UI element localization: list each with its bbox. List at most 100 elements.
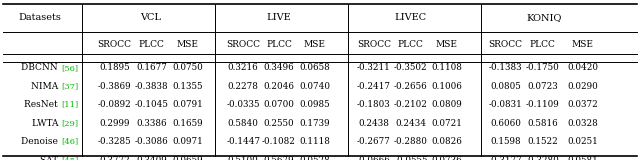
Text: -0.0666: -0.0666 (357, 156, 390, 160)
Text: 0.0700: 0.0700 (264, 100, 294, 109)
Text: -0.0335: -0.0335 (227, 100, 260, 109)
Text: MSE: MSE (436, 40, 458, 49)
Text: 0.2278: 0.2278 (228, 82, 259, 91)
Text: 0.3216: 0.3216 (228, 64, 259, 72)
Text: 0.0805: 0.0805 (490, 82, 521, 91)
Text: 0.1355: 0.1355 (172, 82, 203, 91)
Text: -0.3280: -0.3280 (526, 156, 559, 160)
Text: 0.0658: 0.0658 (300, 64, 330, 72)
Text: -0.3086: -0.3086 (135, 137, 168, 146)
Text: SAT: SAT (40, 156, 61, 160)
Text: 0.0581: 0.0581 (567, 156, 598, 160)
Text: 0.0528: 0.0528 (300, 156, 330, 160)
Text: -0.1750: -0.1750 (526, 64, 559, 72)
Text: ResNet: ResNet (24, 100, 61, 109)
Text: 0.5679: 0.5679 (264, 156, 294, 160)
Text: 0.3496: 0.3496 (264, 64, 294, 72)
Text: -0.1045: -0.1045 (135, 100, 168, 109)
Text: Datasets: Datasets (19, 13, 61, 22)
Text: SROCC: SROCC (488, 40, 523, 49)
Text: VCL: VCL (141, 13, 161, 22)
Text: -0.3285: -0.3285 (98, 137, 131, 146)
Text: 0.3386: 0.3386 (136, 119, 167, 128)
Text: -0.1109: -0.1109 (526, 100, 559, 109)
Text: -0.0555: -0.0555 (394, 156, 428, 160)
Text: MSE: MSE (177, 40, 198, 49)
Text: 0.0723: 0.0723 (527, 82, 558, 91)
Text: 0.5840: 0.5840 (228, 119, 259, 128)
Text: -0.2677: -0.2677 (357, 137, 390, 146)
Text: 0.1522: 0.1522 (527, 137, 558, 146)
Text: 0.2550: 0.2550 (264, 119, 294, 128)
Text: [56]: [56] (61, 64, 78, 72)
Text: -0.3838: -0.3838 (135, 82, 168, 91)
Text: PLCC: PLCC (530, 40, 556, 49)
Text: 0.3772: 0.3772 (99, 156, 130, 160)
Text: -0.2417: -0.2417 (356, 82, 391, 91)
Text: LIVEC: LIVEC (394, 13, 426, 22)
Text: SROCC: SROCC (226, 40, 260, 49)
Text: 0.0290: 0.0290 (567, 82, 598, 91)
Text: 0.6060: 0.6060 (490, 119, 521, 128)
Text: -0.2880: -0.2880 (394, 137, 428, 146)
Text: -0.2102: -0.2102 (394, 100, 428, 109)
Text: 0.0721: 0.0721 (431, 119, 462, 128)
Text: -0.2656: -0.2656 (394, 82, 428, 91)
Text: -0.3177: -0.3177 (489, 156, 522, 160)
Text: Denoise: Denoise (21, 137, 61, 146)
Text: 0.0809: 0.0809 (431, 100, 462, 109)
Text: 0.0372: 0.0372 (567, 100, 598, 109)
Text: -0.1447: -0.1447 (226, 137, 260, 146)
Text: -0.0831: -0.0831 (489, 100, 522, 109)
Text: 0.1118: 0.1118 (300, 137, 330, 146)
Text: SROCC: SROCC (97, 40, 132, 49)
Text: 0.1006: 0.1006 (431, 82, 462, 91)
Text: 0.5816: 0.5816 (527, 119, 558, 128)
Text: SROCC: SROCC (356, 40, 391, 49)
Text: 0.2999: 0.2999 (99, 119, 130, 128)
Text: 0.1659: 0.1659 (172, 119, 203, 128)
Text: 0.0750: 0.0750 (172, 64, 203, 72)
Text: [45]: [45] (61, 156, 78, 160)
Text: KONIQ: KONIQ (526, 13, 562, 22)
Text: LIVE: LIVE (267, 13, 291, 22)
Text: 0.0985: 0.0985 (300, 100, 330, 109)
Text: -0.3211: -0.3211 (357, 64, 390, 72)
Text: -0.0892: -0.0892 (98, 100, 131, 109)
Text: 0.1108: 0.1108 (431, 64, 462, 72)
Text: -0.1383: -0.1383 (489, 64, 522, 72)
Text: 0.1739: 0.1739 (300, 119, 330, 128)
Text: -0.3869: -0.3869 (98, 82, 131, 91)
Text: -0.3502: -0.3502 (394, 64, 428, 72)
Text: MSE: MSE (572, 40, 593, 49)
Text: 0.2046: 0.2046 (264, 82, 294, 91)
Text: PLCC: PLCC (398, 40, 424, 49)
Text: 0.5100: 0.5100 (228, 156, 259, 160)
Text: 0.0791: 0.0791 (172, 100, 203, 109)
Text: 0.0659: 0.0659 (172, 156, 203, 160)
Text: 0.1598: 0.1598 (490, 137, 521, 146)
Text: 0.2438: 0.2438 (358, 119, 389, 128)
Text: 0.0971: 0.0971 (172, 137, 203, 146)
Text: [11]: [11] (61, 101, 78, 109)
Text: MSE: MSE (304, 40, 326, 49)
Text: 0.0736: 0.0736 (431, 156, 462, 160)
Text: DBCNN: DBCNN (22, 64, 61, 72)
Text: [29]: [29] (61, 119, 78, 127)
Text: PLCC: PLCC (266, 40, 292, 49)
Text: [37]: [37] (61, 82, 78, 90)
Text: [46]: [46] (61, 138, 78, 146)
Text: 0.0420: 0.0420 (567, 64, 598, 72)
Text: 0.3409: 0.3409 (136, 156, 167, 160)
Text: PLCC: PLCC (139, 40, 164, 49)
Text: 0.1677: 0.1677 (136, 64, 167, 72)
Text: 0.2434: 0.2434 (396, 119, 426, 128)
Text: NIMA: NIMA (31, 82, 61, 91)
Text: 0.0826: 0.0826 (431, 137, 462, 146)
Text: -0.1803: -0.1803 (357, 100, 390, 109)
Text: LWTA: LWTA (31, 119, 61, 128)
Text: 0.0328: 0.0328 (567, 119, 598, 128)
Text: -0.1082: -0.1082 (262, 137, 296, 146)
Text: 0.0740: 0.0740 (300, 82, 330, 91)
Text: 0.0251: 0.0251 (567, 137, 598, 146)
